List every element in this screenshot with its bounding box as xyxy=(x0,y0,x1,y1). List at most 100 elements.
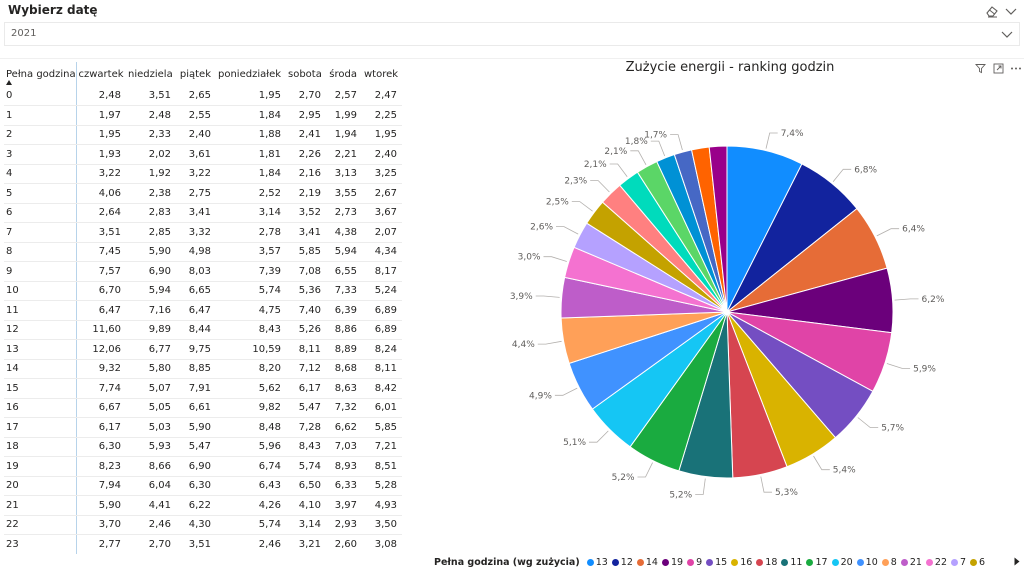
legend-item[interactable]: 21 xyxy=(900,557,922,568)
value-cell: 5,03 xyxy=(126,417,176,438)
legend-label: 13 xyxy=(595,556,608,568)
label-leader-line xyxy=(670,134,683,151)
legend-item[interactable]: 14 xyxy=(636,557,658,568)
eraser-icon[interactable] xyxy=(985,4,999,18)
column-header-hour[interactable]: Pełna godzina xyxy=(4,62,77,86)
legend-item[interactable]: 16 xyxy=(731,557,752,568)
value-cell: 1,92 xyxy=(126,164,176,184)
legend-item[interactable]: 10 xyxy=(856,557,878,568)
value-cell: 6,70 xyxy=(76,281,126,301)
legend-item[interactable]: 15 xyxy=(706,557,727,568)
table-row: 2 1,95 2,33 2,40 1,88 2,41 1,94 1,95 xyxy=(4,125,402,145)
slice-data-label: 2,6% xyxy=(530,223,553,233)
value-cell: 2,46 xyxy=(216,534,286,554)
value-cell: 3,32 xyxy=(176,222,216,243)
value-cell: 8,43 xyxy=(216,320,286,340)
value-cell: 7,03 xyxy=(326,437,362,457)
value-cell: 1,84 xyxy=(216,164,286,184)
legend-label: 12 xyxy=(620,556,633,568)
column-header[interactable]: niedziela xyxy=(128,68,173,80)
slice-data-label: 4,4% xyxy=(512,340,535,350)
legend-item[interactable]: 8 xyxy=(881,557,897,568)
value-cell: 5,47 xyxy=(176,437,216,457)
slice-data-label: 2,1% xyxy=(604,147,627,157)
slice-data-label: 5,9% xyxy=(913,364,936,374)
legend-label: 22 xyxy=(934,556,947,568)
more-options-icon[interactable] xyxy=(1010,66,1022,71)
value-cell: 5,96 xyxy=(216,437,286,457)
slicer-value: 2021 xyxy=(11,28,37,39)
column-header[interactable]: sobota xyxy=(288,68,322,80)
value-cell: 5,62 xyxy=(216,378,286,399)
legend-item[interactable]: 22 xyxy=(925,556,947,568)
value-cell: 3,97 xyxy=(326,495,362,516)
focus-mode-icon[interactable] xyxy=(993,63,1004,74)
table-row: 3 1,93 2,02 3,61 1,81 2,26 2,21 2,40 xyxy=(4,144,402,165)
value-cell: 8,89 xyxy=(326,339,362,360)
value-cell: 7,16 xyxy=(126,300,176,321)
legend-item[interactable]: 7 xyxy=(951,557,966,568)
hour-cell: 13 xyxy=(4,339,77,360)
value-cell: 2,77 xyxy=(76,534,126,554)
value-cell: 7,12 xyxy=(286,359,326,379)
column-header[interactable]: środa xyxy=(329,68,357,80)
value-cell: 2,83 xyxy=(126,203,176,223)
value-cell: 8,66 xyxy=(126,456,176,477)
legend-item[interactable]: 20 xyxy=(831,557,853,568)
legend-item[interactable]: 12 xyxy=(611,556,633,568)
table-body: 0 2,48 3,51 2,65 1,95 2,70 2,57 2,47 1 1,97 2,48 2,… xyxy=(4,86,402,554)
value-cell: 6,61 xyxy=(176,398,216,418)
chevron-down-icon[interactable] xyxy=(1001,30,1013,39)
value-cell: 2,40 xyxy=(176,125,216,145)
label-leader-line xyxy=(571,201,593,212)
value-cell: 3,14 xyxy=(286,515,326,535)
filter-icon[interactable] xyxy=(975,63,986,74)
value-cell: 5,07 xyxy=(126,378,176,399)
value-cell: 2,55 xyxy=(176,105,216,126)
table-row: 13 12,06 6,77 9,75 10,59 8,11 8,89 8,24 xyxy=(4,339,402,360)
legend-item[interactable]: 9 xyxy=(687,557,702,568)
legend-color-dot xyxy=(731,558,739,566)
value-cell: 7,33 xyxy=(326,281,362,301)
hour-cell: 15 xyxy=(4,378,77,399)
value-cell: 6,47 xyxy=(76,300,126,321)
legend-label: 18 xyxy=(765,556,778,568)
value-cell: 8,93 xyxy=(326,456,362,477)
legend-item[interactable]: 17 xyxy=(806,557,828,568)
legend-color-dot xyxy=(611,558,619,566)
value-cell: 8,24 xyxy=(362,339,402,360)
column-header[interactable]: piątek xyxy=(179,68,211,80)
legend-color-dot xyxy=(951,558,958,566)
caret-right-icon[interactable] xyxy=(1014,557,1020,566)
value-cell: 1,99 xyxy=(326,105,362,126)
column-header[interactable]: poniedziałek xyxy=(218,68,282,80)
legend-item[interactable]: 18 xyxy=(756,557,777,568)
value-cell: 1,84 xyxy=(216,105,286,126)
hour-cell: 3 xyxy=(4,144,77,165)
legend-item[interactable]: 19 xyxy=(661,557,683,568)
legend-item[interactable]: 11 xyxy=(781,557,802,568)
value-cell: 8,63 xyxy=(326,378,362,399)
value-cell: 4,30 xyxy=(176,515,216,535)
column-header[interactable]: wtorek xyxy=(364,68,399,80)
value-cell: 2,38 xyxy=(126,183,176,204)
label-leader-line xyxy=(637,462,653,478)
legend-color-dot xyxy=(586,558,594,566)
sort-up-icon[interactable] xyxy=(6,80,12,85)
pie-chart: 7,4% 6,8% 6,4% 6,2% 5,9% 5,7% 5,4% 5,3% 5,2% 5,2%… xyxy=(510,129,945,501)
chevron-down-icon[interactable] xyxy=(1005,6,1017,16)
legend-color-dot xyxy=(706,558,714,566)
legend-item[interactable]: 13 xyxy=(586,556,608,568)
chart-legend: Pełna godzina (wg zużycia) 13 12 14 19 9 15 16… xyxy=(434,553,989,571)
slicer-dropdown[interactable]: 2021 xyxy=(4,22,1020,46)
slice-data-label: 5,2% xyxy=(612,473,635,483)
value-cell: 2,25 xyxy=(362,105,402,126)
value-cell: 5,94 xyxy=(326,242,362,262)
value-cell: 7,08 xyxy=(286,261,326,282)
label-leader-line xyxy=(537,340,562,345)
column-header[interactable]: czwartek xyxy=(78,68,124,80)
value-cell: 6,33 xyxy=(326,476,362,496)
pie-slice-2[interactable] xyxy=(708,145,728,313)
value-cell: 12,06 xyxy=(76,339,126,360)
legend-item[interactable]: 6 xyxy=(970,557,985,568)
